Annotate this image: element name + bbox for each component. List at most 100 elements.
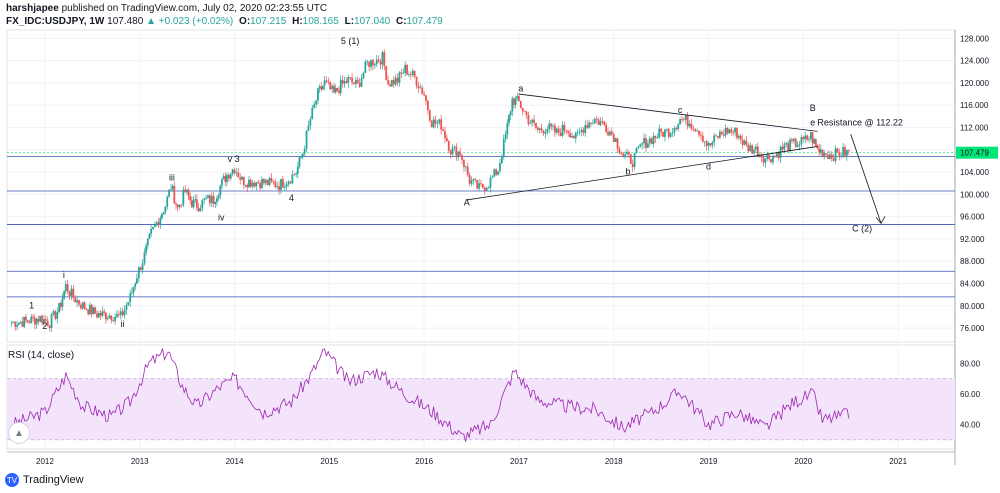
candle-body [80,304,82,309]
x-tick-label: 2020 [794,457,812,466]
x-tick-label: 2014 [226,457,244,466]
candle-body [442,129,444,131]
candle-body [832,158,835,161]
candle-body [700,135,702,136]
candle-body [351,77,353,83]
candle-body [559,132,562,136]
candle-body [329,82,332,90]
candle-body [715,135,718,137]
x-tick-label: 2018 [605,457,623,466]
candle-body [362,72,365,79]
y-tick-label: 84.000 [960,280,985,289]
candle-body [68,291,71,296]
candle-body [14,321,17,327]
candle-body [842,147,845,156]
y-tick-label: 88.000 [960,257,985,266]
candle-body [749,145,752,152]
candle-body [259,183,262,189]
candle-body [591,123,594,125]
candle-body [157,222,160,226]
candle-body [635,148,638,154]
high-label: H: [292,16,303,27]
candle-body [187,189,190,197]
candle-body [66,284,69,292]
candle-body [281,179,284,188]
candle-body [846,149,848,156]
candle-body [527,114,530,124]
candle-body [99,313,102,316]
candle-body [409,74,412,76]
candle-body [379,61,382,65]
candle-body [737,135,740,138]
candle-body [105,312,107,320]
wave-label: i [63,270,65,280]
candle-body [272,180,275,183]
y-tick-label: 112.000 [960,124,989,133]
collapse-icon[interactable]: ▲ [8,422,30,444]
candle-body [108,315,111,319]
candle-body [550,123,553,127]
candle-body [325,80,328,82]
low-value: 107.040 [354,16,391,27]
candle-body [728,129,731,134]
candle-body [741,139,744,145]
candle-body [145,245,148,253]
candle-body [548,123,551,129]
x-tick-label: 2012 [36,457,54,466]
candle-body [90,304,93,315]
candle-body [449,150,452,155]
candle-body [175,203,177,205]
candle-body [311,107,314,120]
candle-body [50,314,53,329]
wave-label: a [518,83,523,93]
candle-body [648,138,651,144]
candle-body [318,86,321,89]
candle-body [207,195,209,198]
candle-body [497,171,499,175]
change-value: ▲ +0.023 (+0.02%) [146,16,234,27]
candle-body [10,322,13,324]
candle-body [164,206,167,213]
candle-body [627,151,630,155]
candle-body [287,181,290,185]
y-tick-label: 124.000 [960,57,989,66]
candle-body [132,287,135,293]
candle-body [37,318,40,322]
candle-body [755,146,757,150]
candle-body [23,316,26,327]
candle-body [78,300,80,305]
candle-body [315,100,317,105]
candle-body [224,176,227,182]
wave-label: C (2) [852,224,872,234]
candle-body [21,321,24,327]
candle-body [233,169,236,173]
candle-body [430,120,433,128]
trendline [518,93,818,132]
candle-body [114,317,116,322]
candle-body [457,151,460,158]
candle-body [251,182,254,187]
candle-body [343,81,346,84]
candle-body [159,218,162,226]
candle-body [576,132,579,133]
candle-body [756,146,759,157]
symbol-label: FX_IDC:USDJPY, 1W [6,16,105,27]
candle-body [72,288,75,299]
rsi-tick-label: 60.00 [960,390,981,399]
candle-body [150,228,152,234]
candle-body [491,176,494,178]
low-label: L: [344,16,355,27]
candle-body [781,146,784,150]
candle-body [46,320,49,326]
candle-body [425,95,427,101]
candle-body [226,174,228,182]
candle-body [540,128,543,131]
rsi-band [7,378,955,440]
wave-label: ii [121,319,125,329]
candle-body [641,143,644,145]
candle-body [789,139,791,151]
candle-body [205,197,207,199]
candle-body [828,154,831,159]
candle-body [195,199,198,208]
